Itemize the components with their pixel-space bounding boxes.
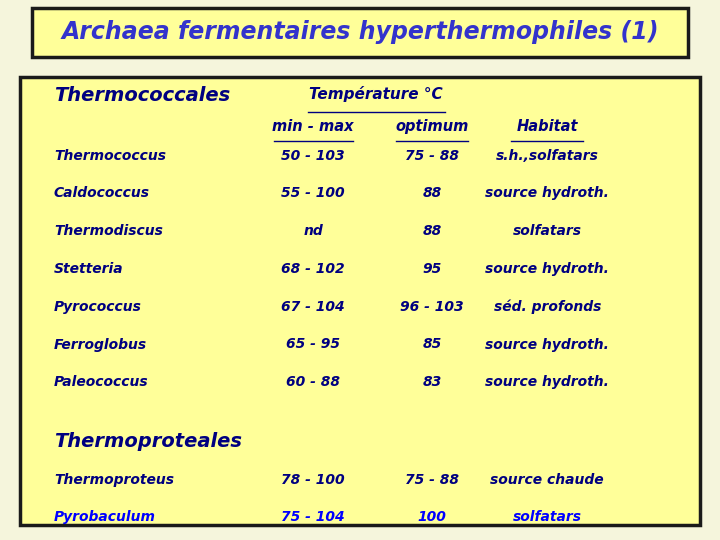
Text: 95: 95 [423, 262, 441, 276]
FancyBboxPatch shape [32, 8, 688, 57]
Text: nd: nd [303, 224, 323, 238]
Text: source chaude: source chaude [490, 472, 604, 487]
Text: 100: 100 [418, 510, 446, 524]
Text: min - max: min - max [272, 119, 354, 134]
Text: optimum: optimum [395, 119, 469, 134]
Text: Thermoproteales: Thermoproteales [54, 432, 242, 451]
Text: Caldococcus: Caldococcus [54, 186, 150, 200]
Text: Thermococcales: Thermococcales [54, 86, 230, 105]
FancyBboxPatch shape [20, 77, 700, 525]
Text: 88: 88 [423, 186, 441, 200]
Text: 78 - 100: 78 - 100 [282, 472, 345, 487]
Text: 88: 88 [423, 224, 441, 238]
Text: 75 - 88: 75 - 88 [405, 472, 459, 487]
Text: Thermococcus: Thermococcus [54, 148, 166, 163]
Text: Pyrobaculum: Pyrobaculum [54, 510, 156, 524]
Text: 55 - 100: 55 - 100 [282, 186, 345, 200]
Text: 68 - 102: 68 - 102 [282, 262, 345, 276]
Text: source hydroth.: source hydroth. [485, 262, 609, 276]
Text: 65 - 95: 65 - 95 [287, 338, 340, 352]
Text: 85: 85 [423, 338, 441, 352]
Text: Thermodiscus: Thermodiscus [54, 224, 163, 238]
Text: 83: 83 [423, 375, 441, 389]
Text: source hydroth.: source hydroth. [485, 186, 609, 200]
Text: 60 - 88: 60 - 88 [287, 375, 340, 389]
Text: Archaea fermentaires hyperthermophiles (1): Archaea fermentaires hyperthermophiles (… [61, 21, 659, 44]
Text: 75 - 104: 75 - 104 [282, 510, 345, 524]
Text: 50 - 103: 50 - 103 [282, 148, 345, 163]
Text: Habitat: Habitat [516, 119, 578, 134]
Text: solfatars: solfatars [513, 510, 582, 524]
Text: 75 - 88: 75 - 88 [405, 148, 459, 163]
Text: Thermoproteus: Thermoproteus [54, 472, 174, 487]
Text: Pyrococcus: Pyrococcus [54, 300, 142, 314]
Text: Température °C: Température °C [310, 86, 443, 103]
Text: source hydroth.: source hydroth. [485, 338, 609, 352]
Text: Stetteria: Stetteria [54, 262, 124, 276]
Text: s.h.,solfatars: s.h.,solfatars [496, 148, 598, 163]
Text: séd. profonds: séd. profonds [493, 300, 601, 314]
Text: source hydroth.: source hydroth. [485, 375, 609, 389]
Text: Ferroglobus: Ferroglobus [54, 338, 147, 352]
Text: Paleococcus: Paleococcus [54, 375, 148, 389]
Text: solfatars: solfatars [513, 224, 582, 238]
Text: 67 - 104: 67 - 104 [282, 300, 345, 314]
Text: 96 - 103: 96 - 103 [400, 300, 464, 314]
